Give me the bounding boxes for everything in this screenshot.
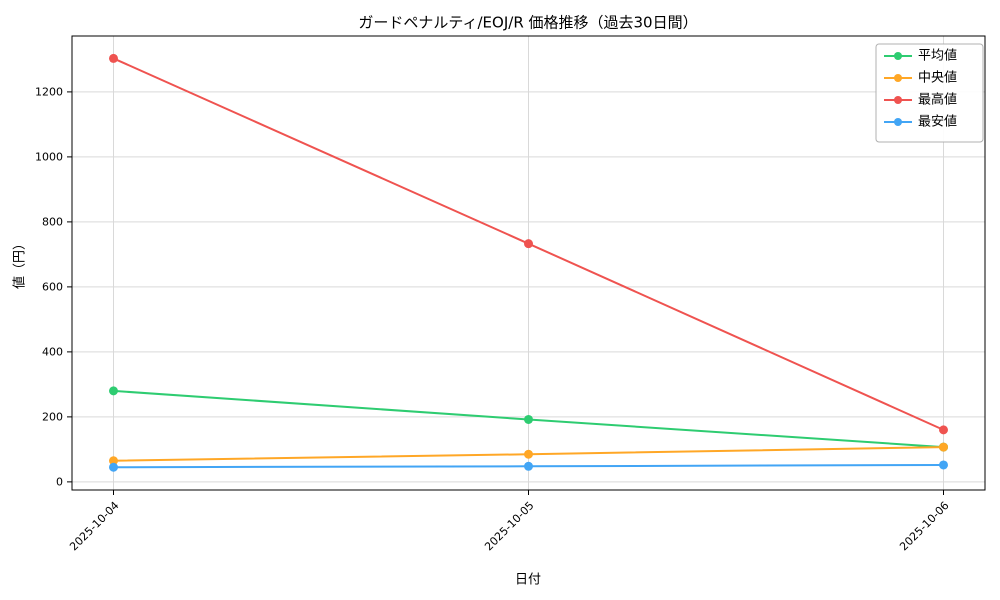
series-marker: [109, 53, 118, 63]
y-tick-label: 0: [56, 475, 63, 488]
series-marker: [109, 462, 118, 472]
legend-swatch-marker: [894, 52, 902, 60]
series-marker: [524, 414, 533, 424]
x-tick-label: 2025-10-06: [897, 499, 951, 553]
legend-item-label: 最高値: [918, 92, 957, 108]
series-marker: [939, 442, 948, 452]
x-tick-label: 2025-10-04: [67, 499, 121, 553]
series-marker: [109, 386, 118, 396]
chart-title: ガードペナルティ/EOJ/R 価格推移（過去30日間）: [358, 13, 698, 32]
series-marker: [524, 449, 533, 459]
series-marker: [109, 456, 118, 466]
legend-box: [875, 43, 984, 143]
y-axis-label: 値（円）: [12, 236, 28, 290]
legend-swatch-marker: [894, 96, 902, 104]
y-tick-label: 200: [42, 410, 63, 423]
y-tick-label: 400: [42, 345, 63, 358]
x-axis-label: 日付: [514, 572, 542, 588]
series-marker: [939, 425, 948, 435]
legend-item-label: 平均値: [918, 48, 957, 64]
y-tick-label: 1200: [35, 85, 63, 98]
legend-swatch-marker: [894, 118, 902, 126]
series-marker: [524, 461, 533, 471]
y-tick-label: 800: [42, 215, 63, 228]
legend-swatch-marker: [894, 74, 902, 82]
y-tick-label: 600: [42, 280, 63, 293]
series-marker: [939, 460, 948, 470]
series-marker: [524, 239, 533, 249]
legend-item-label: 最安値: [918, 114, 957, 130]
legend-item-label: 中央値: [918, 70, 957, 86]
y-tick-label: 1000: [35, 150, 63, 163]
x-tick-label: 2025-10-05: [482, 499, 536, 553]
